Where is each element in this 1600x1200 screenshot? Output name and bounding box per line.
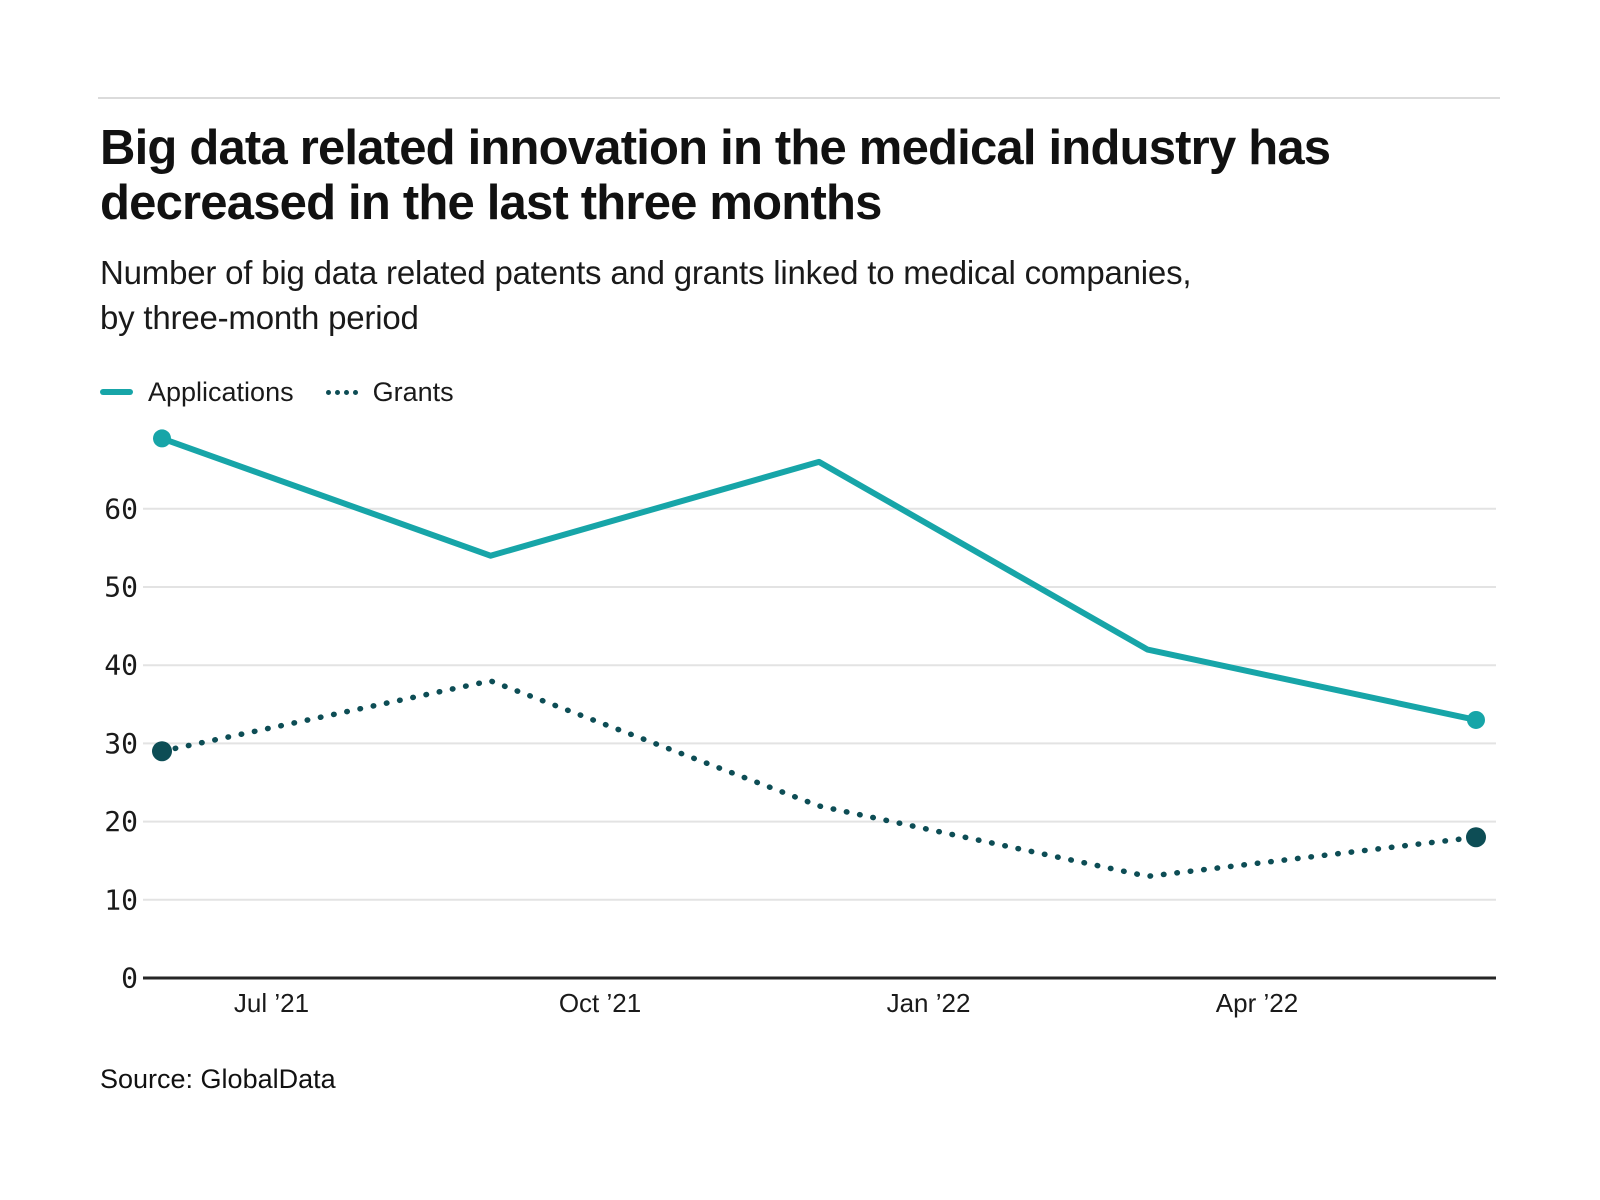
source-note: Source: GlobalData (100, 1064, 336, 1094)
chart-subtitle-line-1: Number of big data related patents and g… (100, 254, 1192, 291)
legend-item-grants: Grants (325, 376, 454, 408)
y-tick-label-10: 10 (104, 883, 138, 916)
page-title-line-2: decreased in the last three months (100, 175, 882, 230)
grants-endpoint-marker (1466, 827, 1486, 848)
x-tick-label-1: Jul ’21 (234, 988, 309, 1018)
page-title-line-1: Big data related innovation in the medic… (100, 121, 1331, 175)
y-tick-label-50: 50 (104, 571, 138, 604)
grants-dotted-swatch-icon (325, 389, 358, 395)
y-tick-label-30: 30 (104, 727, 138, 760)
y-tick-label-60: 60 (104, 492, 138, 525)
page-title: Big data related innovation in the medic… (100, 121, 1331, 231)
y-tick-label-20: 20 (104, 805, 138, 838)
applications-line (160, 435, 1477, 723)
x-tick-label-2: Oct ’21 (559, 988, 641, 1018)
applications-line-swatch-icon (100, 389, 133, 395)
grants-line (159, 678, 1479, 880)
legend-item-applications: Applications (100, 377, 294, 408)
x-tick-label-4: Apr ’22 (1216, 988, 1298, 1018)
chart-subtitle-line-2: by three-month period (100, 298, 419, 336)
chart-subtitle: Number of big data related patents and g… (100, 251, 1192, 341)
legend: Applications Grants (100, 376, 454, 408)
legend-label-grants: Grants (372, 376, 454, 407)
x-tick-label-3: Jan ’22 (887, 988, 971, 1018)
y-tick-label-40: 40 (104, 649, 138, 682)
grants-endpoint-marker (152, 741, 172, 762)
applications-endpoint-marker (1467, 710, 1485, 729)
legend-label-applications: Applications (148, 376, 294, 407)
y-tick-label-0: 0 (121, 962, 138, 995)
top-divider (98, 97, 1500, 99)
applications-endpoint-marker (153, 429, 171, 448)
